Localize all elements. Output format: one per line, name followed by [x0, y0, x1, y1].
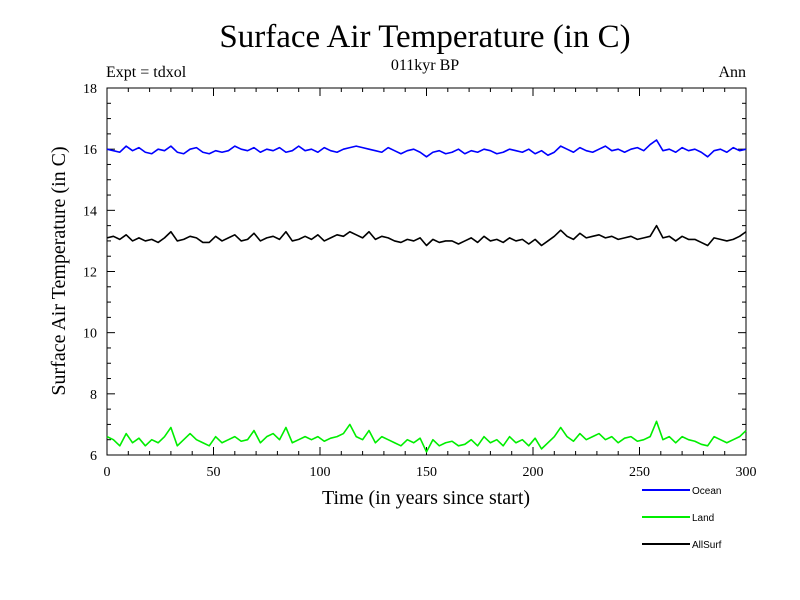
- chart-title: Surface Air Temperature (in C): [219, 19, 630, 55]
- x-tick-label: 0: [104, 465, 111, 480]
- x-tick-label: 300: [736, 465, 757, 480]
- x-axis-label: Time (in years since start): [322, 487, 530, 509]
- legend-label-ocean: Ocean: [692, 486, 721, 497]
- series-layer: [106, 139, 747, 453]
- y-tick-label: 14: [83, 204, 97, 219]
- legend-label-allsurf: AllSurf: [692, 540, 722, 551]
- series-line-allsurf: [106, 224, 747, 247]
- legend: Ocean Land AllSurf: [642, 486, 722, 551]
- series-line-ocean: [106, 139, 747, 158]
- x-tick-label: 250: [629, 465, 650, 480]
- y-tick-label: 16: [83, 143, 97, 158]
- chart-subtitle: 011kyr BP: [391, 57, 459, 74]
- x-axis: 0 50 100 150 200 250 300: [104, 88, 757, 480]
- y-tick-label: 12: [83, 266, 97, 281]
- y-tick-label: 8: [90, 388, 97, 403]
- x-tick-label: 100: [310, 465, 331, 480]
- period-label: Ann: [718, 64, 746, 81]
- x-tick-label: 50: [207, 465, 221, 480]
- y-tick-label: 10: [83, 327, 97, 342]
- experiment-label: Expt = tdxol: [106, 64, 187, 81]
- y-axis-label: Surface Air Temperature (in C): [48, 146, 70, 395]
- x-tick-label: 150: [416, 465, 437, 480]
- plot-frame: [106, 87, 747, 456]
- y-axis: 6 8 10 12 14 16 18: [83, 82, 746, 464]
- x-tick-label: 200: [523, 465, 544, 480]
- y-tick-label: 6: [90, 449, 97, 464]
- y-tick-label: 18: [83, 82, 97, 97]
- legend-label-land: Land: [692, 513, 714, 524]
- series-line-land: [106, 420, 747, 453]
